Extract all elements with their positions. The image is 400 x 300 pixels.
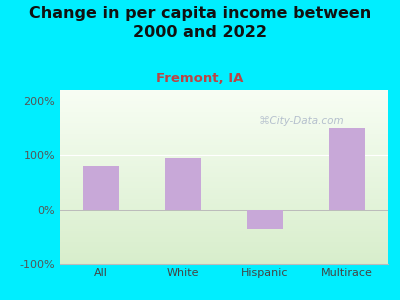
Bar — [328, 128, 366, 210]
Text: Fremont, IA: Fremont, IA — [156, 72, 244, 85]
Text: City-Data.com: City-Data.com — [263, 116, 344, 126]
Bar — [82, 166, 120, 210]
Text: Change in per capita income between
2000 and 2022: Change in per capita income between 2000… — [29, 6, 371, 40]
Text: ⌘: ⌘ — [258, 116, 270, 126]
Bar — [246, 210, 284, 229]
Bar — [164, 158, 202, 210]
